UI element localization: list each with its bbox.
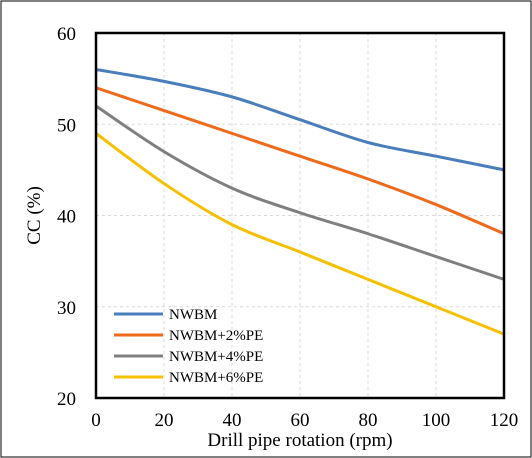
y-tick-label: 50 xyxy=(57,115,76,136)
legend-label-3: NWBM+4%PE xyxy=(169,349,263,365)
x-tick-label: 100 xyxy=(422,410,451,431)
x-tick-label: 20 xyxy=(155,410,174,431)
y-tick-label: 20 xyxy=(57,389,76,410)
legend-label-4: NWBM+6%PE xyxy=(169,370,263,386)
legend-label-2: NWBM+2%PE xyxy=(169,328,263,344)
y-tick-label: 60 xyxy=(57,24,76,45)
gridlines xyxy=(96,33,504,398)
y-tick-label: 30 xyxy=(57,298,76,319)
x-tick-label: 0 xyxy=(91,410,101,431)
x-axis-title: Drill pipe rotation (rpm) xyxy=(207,430,392,451)
y-axis-title: CC (%) xyxy=(24,186,45,245)
series-line-2 xyxy=(95,86,505,236)
y-tick-label: 40 xyxy=(57,207,76,228)
series-lines xyxy=(95,68,505,336)
plot-area-border xyxy=(94,31,506,400)
series-line-4 xyxy=(95,132,505,336)
x-tick-label: 40 xyxy=(223,410,242,431)
x-tick-label: 80 xyxy=(359,410,378,431)
legend-label-1: NWBM xyxy=(169,307,217,323)
series-line-1 xyxy=(95,68,505,172)
x-tick-label: 120 xyxy=(490,410,519,431)
x-tick-label: 60 xyxy=(291,410,310,431)
series-line-3 xyxy=(95,104,505,281)
tick-labels: 20 30 40 50 60 0 20 40 60 80 100 120 xyxy=(57,24,518,431)
legend: NWBM NWBM+2%PE NWBM+4%PE NWBM+6%PE xyxy=(114,307,263,386)
